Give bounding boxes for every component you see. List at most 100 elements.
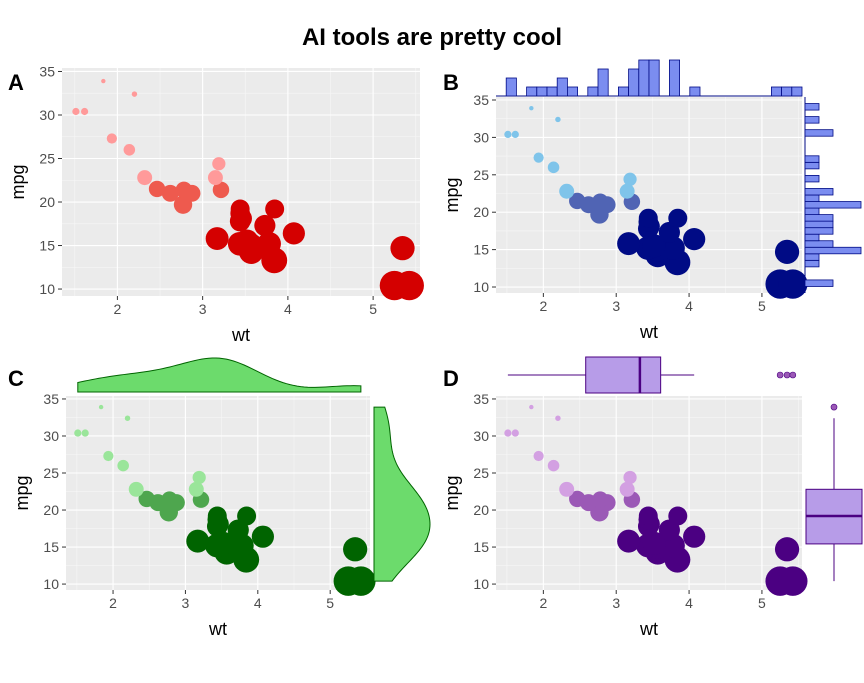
x-axis-label: wt xyxy=(231,325,250,345)
data-point xyxy=(504,130,512,139)
right-hist-bar xyxy=(804,246,862,255)
x-tick-label: 3 xyxy=(182,595,190,611)
data-point xyxy=(683,228,706,251)
y-tick-label: 35 xyxy=(39,63,55,79)
y-tick-label: 15 xyxy=(473,242,489,258)
data-point xyxy=(642,234,666,258)
data-point xyxy=(237,506,257,526)
data-point xyxy=(591,193,609,210)
right-hist-bar xyxy=(804,207,820,215)
data-point xyxy=(533,152,544,163)
top-hist-bar xyxy=(526,86,538,97)
y-tick-label: 10 xyxy=(43,576,59,592)
top-box-outlier xyxy=(789,371,797,379)
data-point xyxy=(251,525,274,548)
data-point xyxy=(569,490,586,508)
data-point xyxy=(638,208,658,228)
data-point xyxy=(188,481,204,497)
data-point xyxy=(591,491,609,508)
data-point xyxy=(212,157,226,171)
top-hist-bar xyxy=(781,86,793,97)
data-point xyxy=(533,450,544,462)
top-hist-bar xyxy=(556,77,568,97)
top-hist-bar xyxy=(648,59,660,97)
top-hist-bar xyxy=(536,86,548,97)
data-point xyxy=(778,269,808,299)
data-point xyxy=(642,531,666,555)
top-hist-bar xyxy=(587,86,599,97)
data-point xyxy=(257,231,281,256)
data-point xyxy=(72,107,80,116)
right-hist-bar xyxy=(804,116,820,124)
data-point xyxy=(123,144,136,156)
top-hist-bar xyxy=(505,77,517,97)
data-point xyxy=(161,184,179,202)
right-hist-bar xyxy=(804,259,820,268)
y-tick-label: 25 xyxy=(473,167,489,183)
panel-b: B 2 3 4 5 10 15 20 25 30 35 wt mpg xyxy=(442,59,862,342)
panel-d: D 2 3 4 5 10 15 20 25 30 35 wt mpg xyxy=(442,356,863,639)
top-hist-bar xyxy=(689,86,701,97)
y-tick-label: 20 xyxy=(473,204,489,220)
data-point xyxy=(117,459,129,472)
data-point xyxy=(103,450,114,462)
y-tick-label: 20 xyxy=(39,194,55,210)
y-tick-label: 35 xyxy=(43,391,59,407)
panel-a: A 2 3 4 5 10 15 20 25 30 35 wt mpg xyxy=(8,63,424,345)
panel-tag: C xyxy=(8,366,24,391)
y-tick-label: 20 xyxy=(43,502,59,518)
top-hist-bar xyxy=(597,68,609,97)
y-tick-label: 10 xyxy=(39,281,55,297)
y-axis-label: mpg xyxy=(442,177,462,212)
data-point xyxy=(124,415,131,421)
data-point xyxy=(74,429,82,437)
right-hist-bar xyxy=(804,174,820,183)
y-tick-label: 25 xyxy=(39,151,55,167)
y-tick-label: 15 xyxy=(39,238,55,254)
x-axis-label: wt xyxy=(639,322,658,342)
data-point xyxy=(106,133,117,144)
x-tick-label: 3 xyxy=(612,595,620,611)
data-point xyxy=(186,529,210,553)
y-tick-label: 30 xyxy=(43,428,59,444)
x-axis-label: wt xyxy=(639,619,658,639)
right-hist-bar xyxy=(804,129,834,137)
data-point xyxy=(623,172,637,186)
x-tick-label: 2 xyxy=(109,595,117,611)
x-tick-label: 4 xyxy=(284,301,292,317)
data-point xyxy=(623,470,637,485)
data-point xyxy=(148,180,166,198)
top-hist-bar xyxy=(567,86,579,97)
data-point xyxy=(638,506,658,526)
right-hist-bar xyxy=(804,227,834,235)
x-tick-label: 2 xyxy=(114,301,122,317)
data-point xyxy=(617,529,641,553)
data-point xyxy=(617,232,641,256)
x-tick-label: 3 xyxy=(612,298,620,314)
data-point xyxy=(511,429,519,437)
x-tick-label: 4 xyxy=(685,595,693,611)
right-density xyxy=(373,406,431,582)
y-tick-label: 10 xyxy=(473,576,489,592)
top-box xyxy=(585,356,662,394)
data-point xyxy=(547,161,560,174)
y-tick-label: 25 xyxy=(43,465,59,481)
y-tick-label: 10 xyxy=(473,279,489,295)
x-tick-label: 4 xyxy=(685,298,693,314)
y-tick-label: 35 xyxy=(473,391,489,407)
top-hist-bar xyxy=(628,68,640,97)
right-hist-bar xyxy=(804,233,820,242)
right-hist-bar xyxy=(804,279,834,287)
data-point xyxy=(390,236,415,261)
y-tick-label: 15 xyxy=(43,539,59,555)
panel-tag: B xyxy=(443,70,459,95)
data-point xyxy=(128,481,144,497)
y-axis-label: mpg xyxy=(8,164,28,199)
figure-title: AI tools are pretty cool xyxy=(302,24,562,51)
data-point xyxy=(668,506,688,526)
data-point xyxy=(559,481,575,497)
right-box-outlier xyxy=(830,403,838,411)
data-point xyxy=(101,78,106,84)
x-axis-label: wt xyxy=(208,619,227,639)
